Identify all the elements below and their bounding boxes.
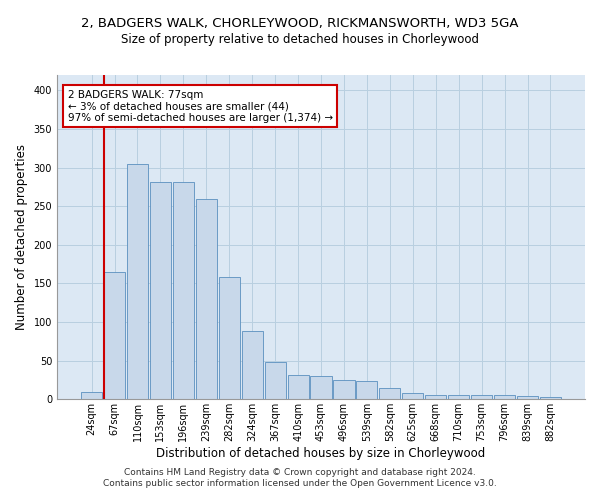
Bar bbox=[448, 394, 469, 400]
Bar bbox=[334, 380, 355, 400]
Text: 2 BADGERS WALK: 77sqm
← 3% of detached houses are smaller (44)
97% of semi-detac: 2 BADGERS WALK: 77sqm ← 3% of detached h… bbox=[68, 90, 333, 123]
Text: Size of property relative to detached houses in Chorleywood: Size of property relative to detached ho… bbox=[121, 32, 479, 46]
Bar bbox=[402, 393, 424, 400]
Bar bbox=[356, 381, 377, 400]
X-axis label: Distribution of detached houses by size in Chorleywood: Distribution of detached houses by size … bbox=[157, 447, 485, 460]
Bar bbox=[517, 396, 538, 400]
Bar bbox=[150, 182, 171, 400]
Bar bbox=[81, 392, 102, 400]
Bar bbox=[540, 397, 561, 400]
Bar bbox=[104, 272, 125, 400]
Bar bbox=[218, 276, 240, 400]
Text: 2, BADGERS WALK, CHORLEYWOOD, RICKMANSWORTH, WD3 5GA: 2, BADGERS WALK, CHORLEYWOOD, RICKMANSWO… bbox=[81, 18, 519, 30]
Bar bbox=[127, 164, 148, 400]
Bar bbox=[379, 388, 400, 400]
Bar bbox=[242, 332, 263, 400]
Bar bbox=[471, 396, 492, 400]
Bar bbox=[287, 376, 308, 400]
Bar bbox=[494, 396, 515, 400]
Bar bbox=[310, 376, 332, 400]
Text: Contains HM Land Registry data © Crown copyright and database right 2024.
Contai: Contains HM Land Registry data © Crown c… bbox=[103, 468, 497, 487]
Bar bbox=[173, 182, 194, 400]
Y-axis label: Number of detached properties: Number of detached properties bbox=[15, 144, 28, 330]
Bar bbox=[425, 396, 446, 400]
Bar bbox=[265, 362, 286, 400]
Bar bbox=[196, 200, 217, 400]
